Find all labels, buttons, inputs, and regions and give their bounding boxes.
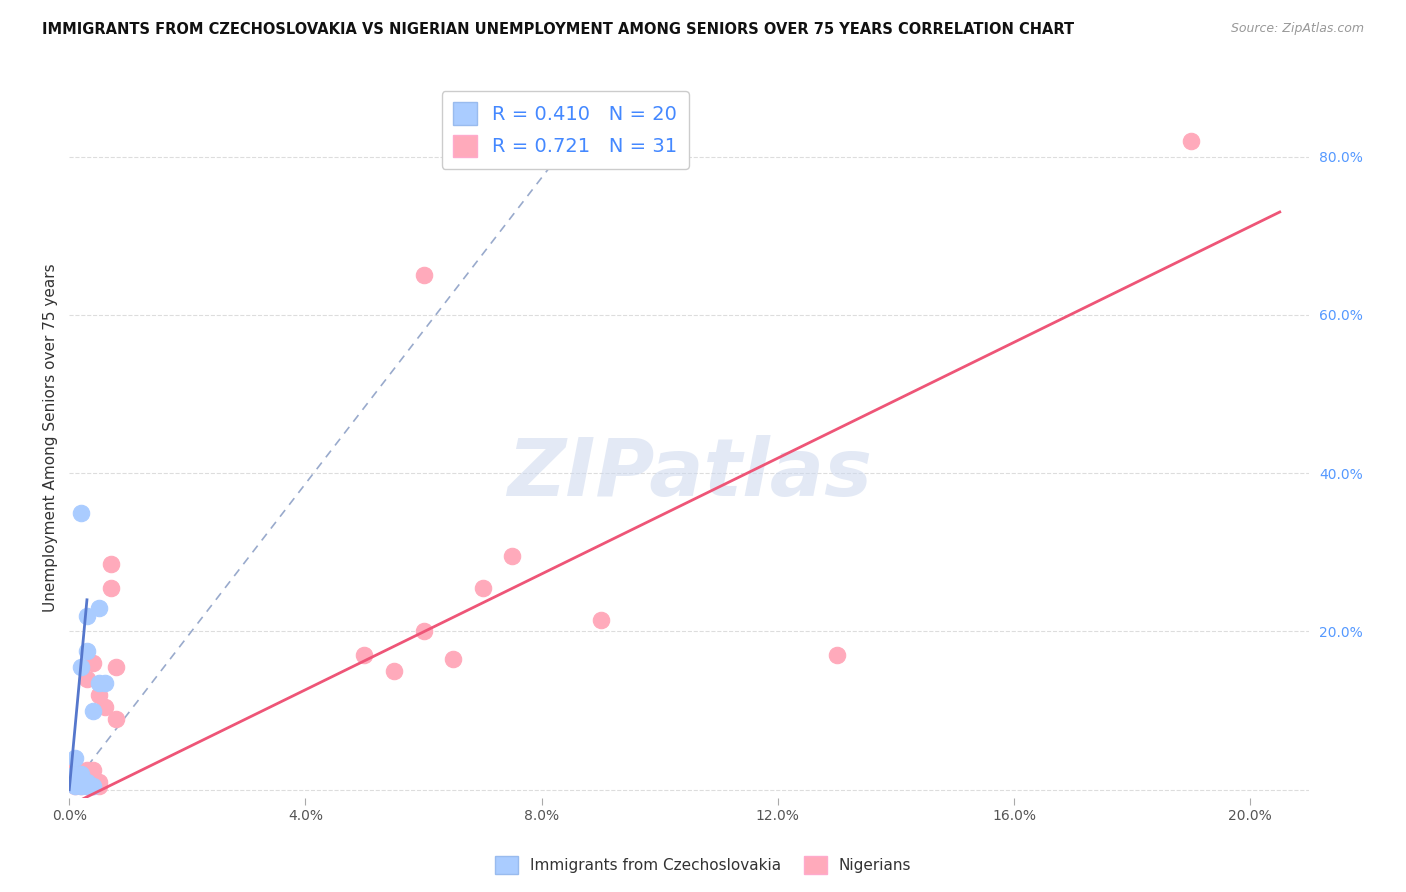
Point	[70, 779, 93, 793]
Point	[471, 581, 494, 595]
Point	[63, 759, 86, 773]
Point	[63, 775, 86, 789]
Point	[76, 644, 98, 658]
Point	[63, 767, 86, 781]
Point	[82, 704, 104, 718]
Point	[63, 771, 86, 785]
Point	[76, 779, 98, 793]
Point	[105, 712, 128, 726]
Point	[70, 779, 93, 793]
Point	[382, 664, 405, 678]
Point	[87, 676, 110, 690]
Point	[87, 688, 110, 702]
Point	[82, 779, 104, 793]
Point	[70, 771, 93, 785]
Point	[589, 613, 612, 627]
Text: ZIPatlas: ZIPatlas	[506, 434, 872, 513]
Point	[105, 660, 128, 674]
Y-axis label: Unemployment Among Seniors over 75 years: Unemployment Among Seniors over 75 years	[44, 263, 58, 612]
Point	[100, 558, 122, 572]
Point	[825, 648, 848, 663]
Point	[70, 767, 93, 781]
Point	[63, 779, 86, 793]
Point	[70, 775, 93, 789]
Point	[63, 779, 86, 793]
Point	[70, 506, 93, 520]
Point	[82, 656, 104, 670]
Point	[82, 779, 104, 793]
Point	[76, 608, 98, 623]
Point	[87, 775, 110, 789]
Point	[353, 648, 375, 663]
Legend: R = 0.410   N = 20, R = 0.721   N = 31: R = 0.410 N = 20, R = 0.721 N = 31	[441, 91, 689, 169]
Point	[93, 676, 115, 690]
Point	[76, 779, 98, 793]
Point	[76, 775, 98, 789]
Point	[412, 624, 434, 639]
Point	[100, 581, 122, 595]
Point	[1180, 134, 1202, 148]
Point	[87, 779, 110, 793]
Point	[87, 600, 110, 615]
Legend: Immigrants from Czechoslovakia, Nigerians: Immigrants from Czechoslovakia, Nigerian…	[488, 850, 918, 880]
Point	[93, 699, 115, 714]
Point	[70, 660, 93, 674]
Point	[76, 763, 98, 777]
Point	[501, 549, 523, 564]
Point	[76, 775, 98, 789]
Text: Source: ZipAtlas.com: Source: ZipAtlas.com	[1230, 22, 1364, 36]
Point	[76, 672, 98, 686]
Point	[70, 775, 93, 789]
Point	[412, 268, 434, 283]
Point	[82, 763, 104, 777]
Point	[63, 751, 86, 765]
Point	[441, 652, 464, 666]
Point	[63, 775, 86, 789]
Text: IMMIGRANTS FROM CZECHOSLOVAKIA VS NIGERIAN UNEMPLOYMENT AMONG SENIORS OVER 75 YE: IMMIGRANTS FROM CZECHOSLOVAKIA VS NIGERI…	[42, 22, 1074, 37]
Point	[70, 767, 93, 781]
